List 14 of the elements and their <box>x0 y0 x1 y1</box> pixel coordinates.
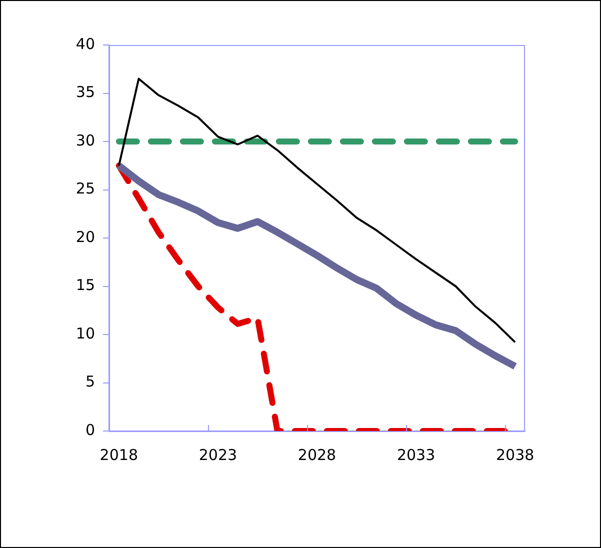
x-tick-label: 2028 <box>298 446 336 464</box>
x-tick-label: 2033 <box>396 446 436 464</box>
y-tick-label: 0 <box>85 420 95 439</box>
y-tick-label: 20 <box>76 228 95 246</box>
y-tick-label: 15 <box>76 276 95 294</box>
y-tick-label: 30 <box>76 131 95 150</box>
y-tick-label: 40 <box>76 34 95 53</box>
y-tick-label: 5 <box>85 372 95 391</box>
x-tick-label: 2018 <box>100 446 138 464</box>
x-tick-label: 2023 <box>198 446 238 464</box>
y-tick-label: 25 <box>76 180 95 198</box>
x-tick-label: 2038 <box>496 446 534 464</box>
y-tick-label: 10 <box>76 324 95 342</box>
y-tick-label: 35 <box>76 83 95 102</box>
